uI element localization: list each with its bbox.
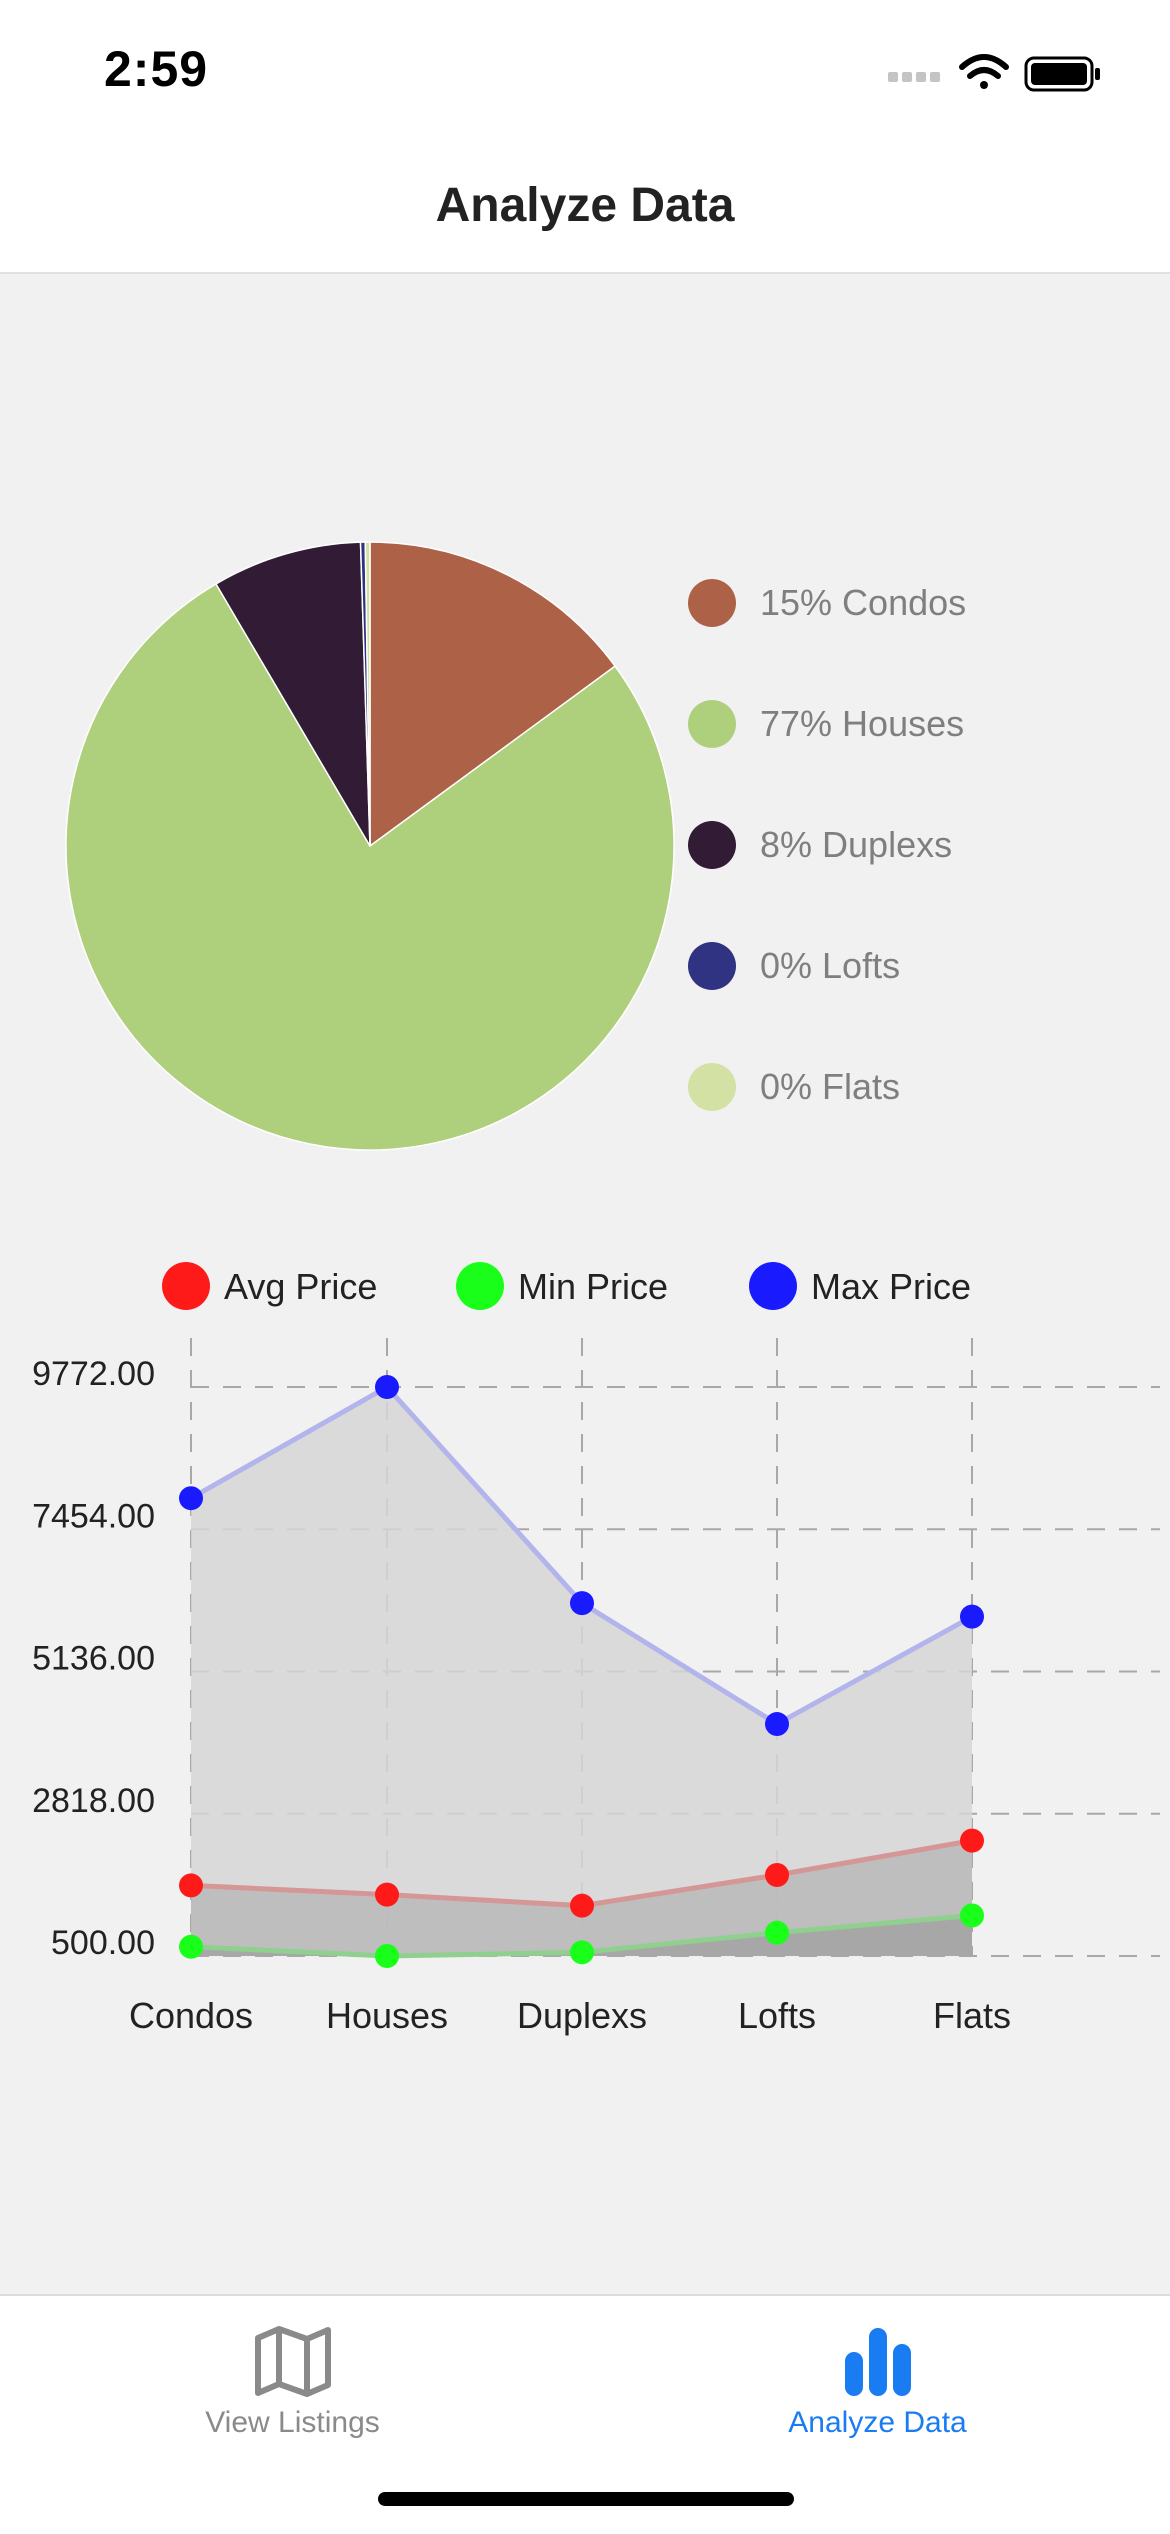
pie-slice: [369, 541, 617, 848]
data-point: [179, 1934, 203, 1959]
data-point: [179, 1873, 203, 1898]
home-indicator: [378, 2492, 794, 2506]
legend-label: 0% Flats: [760, 1066, 900, 1107]
tab-label-view-listings: View Listings: [205, 2406, 380, 2439]
bar-chart-icon: [844, 2328, 911, 2396]
data-point: [765, 1862, 789, 1887]
data-point: [375, 1944, 399, 1968]
series-legend-swatch: [749, 1262, 797, 1310]
charts-canvas: 15% Condos 77% Houses 8% Duplexs 0% Lofts 0%…: [32, 541, 1160, 2036]
data-point: [765, 1712, 789, 1737]
wifi-icon: [959, 54, 1009, 89]
data-point: [179, 1486, 203, 1511]
y-tick-label: 9772.00: [32, 1355, 155, 1393]
data-point: [960, 1604, 984, 1629]
legend-label: 15% Condos: [760, 582, 966, 623]
data-point: [375, 1882, 399, 1907]
data-point: [570, 1940, 594, 1965]
tab-analyze-data[interactable]: Analyze Data: [585, 2296, 1170, 2476]
pie-legend: 15% Condos 77% Houses 8% Duplexs 0% Lofts 0%…: [688, 579, 966, 1111]
data-point: [570, 1893, 594, 1918]
series-legend-label: Min Price: [518, 1266, 668, 1307]
series-legend-label: Avg Price: [224, 1266, 377, 1307]
pie-chart: [65, 541, 675, 1151]
area-chart: 9772.00 7454.00 5136.00 2818.00 500.00 Condos…: [32, 1338, 1160, 2036]
series-legend-swatch: [456, 1262, 504, 1310]
legend-label: 0% Lofts: [760, 945, 900, 986]
tab-label-analyze-data: Analyze Data: [788, 2406, 967, 2439]
y-tick-label: 7454.00: [32, 1497, 155, 1535]
area-chart-legend: Avg Price Min Price Max Price: [162, 1262, 971, 1310]
data-point: [570, 1591, 594, 1616]
legend-swatch: [688, 821, 736, 869]
y-tick-label: 5136.00: [32, 1640, 155, 1678]
legend-label: 77% Houses: [760, 703, 964, 744]
legend-swatch: [688, 1063, 736, 1111]
y-tick-label: 500.00: [51, 1924, 155, 1962]
pie-slice: [364, 541, 371, 847]
pie-slice: [65, 582, 675, 1151]
data-point: [765, 1920, 789, 1945]
legend-swatch: [688, 579, 736, 627]
y-tick-label: 2818.00: [32, 1782, 155, 1820]
tab-view-listings[interactable]: View Listings: [0, 2296, 585, 2476]
series-area: [191, 1915, 972, 1956]
data-point: [960, 1828, 984, 1853]
navigation-bar: Analyze Data: [0, 140, 1170, 274]
x-tick-label: Flats: [933, 1995, 1011, 2036]
status-icons: [888, 54, 1100, 92]
x-tick-label: Duplexs: [517, 1995, 647, 2036]
pie-slice: [214, 541, 371, 847]
map-icon: [254, 2326, 331, 2397]
x-tick-label: Lofts: [738, 1995, 816, 2036]
battery-icon: [1024, 56, 1100, 92]
page-title: Analyze Data: [435, 179, 735, 232]
data-point: [375, 1375, 399, 1399]
legend-swatch: [688, 700, 736, 748]
cellular-signal-icon: [888, 72, 940, 82]
x-tick-label: Condos: [129, 1995, 253, 2036]
legend-label: 8% Duplexs: [760, 824, 952, 865]
series-legend-swatch: [162, 1262, 210, 1310]
series-legend-label: Max Price: [811, 1266, 971, 1307]
data-point: [960, 1903, 984, 1928]
series-area: [191, 1387, 972, 1956]
x-tick-label: Houses: [326, 1995, 448, 2036]
status-time: 2:59: [104, 41, 209, 97]
status-bar: 2:59: [0, 0, 1170, 140]
legend-swatch: [688, 942, 736, 990]
content-area: 15% Condos 77% Houses 8% Duplexs 0% Lofts 0%…: [0, 274, 1170, 2294]
